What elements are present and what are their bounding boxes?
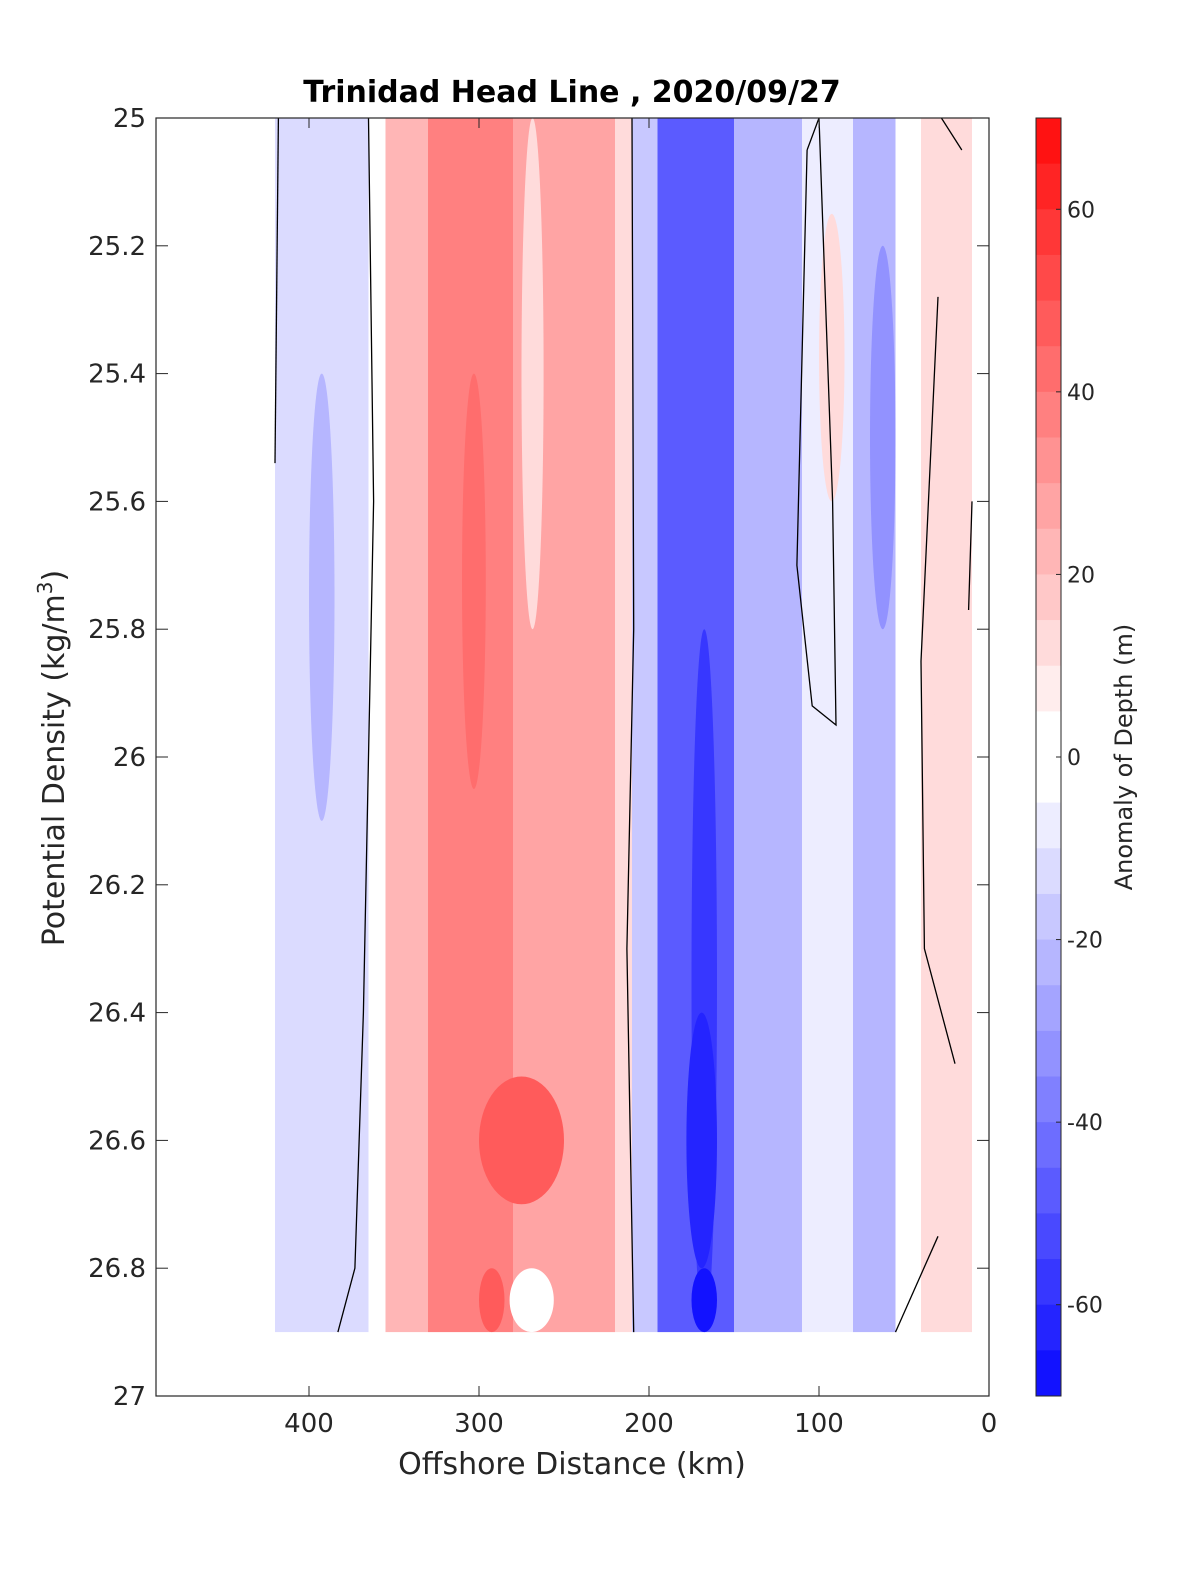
plot-area: 400 300 200 100 0 25 25.2 25.4 25.6 25.8 26 26.2 26…: [88, 104, 997, 1439]
colorbar-cell: [1036, 985, 1061, 1032]
anomaly-field: [275, 118, 972, 1333]
colorbar-cell: [1036, 346, 1061, 393]
colorbar-cells: [1036, 118, 1061, 1397]
y-axis-label-superscript: 3: [33, 581, 57, 594]
zero-contour-line: [967, 501, 973, 611]
colorbar-tick-label: 0: [1067, 746, 1081, 771]
y-axis-ticks: 25 25.2 25.4 25.6 25.8 26 26.2 26.4 26.6 26.8 27: [88, 104, 989, 1412]
zero-contours: [274, 117, 973, 1333]
y-tick-label: 26.2: [88, 871, 146, 901]
zero-contour-line: [940, 117, 963, 151]
colorbar-cell: [1036, 1304, 1061, 1351]
colorbar-label: Anomaly of Depth (m): [1110, 624, 1138, 891]
colorbar-cell: [1036, 300, 1061, 347]
anomaly-band: [632, 118, 658, 1333]
zero-contour-line: [337, 117, 375, 1333]
y-axis-label: Potential Density (kg/m3): [33, 570, 72, 946]
colorbar-cell: [1036, 665, 1061, 712]
y-tick-label: 25.6: [88, 487, 146, 517]
colorbar-tick-label: -40: [1067, 1111, 1103, 1136]
anomaly-patch: [934, 565, 964, 821]
colorbar-tick-label: 60: [1067, 198, 1095, 223]
colorbar: 60 40 20 0 -20 -40 -60 Anomaly of Depth (m): [1035, 117, 1138, 1397]
y-tick-label: 26.8: [88, 1254, 146, 1284]
colorbar-cell: [1036, 1213, 1061, 1260]
anomaly-patch: [309, 373, 335, 821]
y-tick-label: 26.4: [88, 999, 146, 1029]
colorbar-cell: [1036, 802, 1061, 849]
colorbar-cell: [1036, 1122, 1061, 1169]
colorbar-cell: [1036, 391, 1061, 438]
x-tick-label: 200: [624, 1409, 674, 1439]
y-tick-label: 25.2: [88, 232, 146, 262]
anomaly-patch: [686, 1012, 717, 1269]
anomaly-band: [555, 118, 615, 1333]
x-tick-label: 100: [794, 1409, 844, 1439]
anomaly-band: [615, 118, 632, 1333]
colorbar-cell: [1036, 711, 1061, 758]
zero-contour-line: [274, 117, 280, 464]
colorbar-cell: [1036, 757, 1061, 804]
y-tick-label: 26: [113, 743, 146, 773]
anomaly-patch: [509, 1268, 554, 1333]
anomaly-band: [895, 118, 921, 1333]
colorbar-tick-label: 20: [1067, 563, 1095, 588]
zero-contour-line: [894, 1236, 939, 1333]
colorbar-tick-label: -60: [1067, 1294, 1103, 1319]
colorbar-cell: [1036, 437, 1061, 484]
colorbar-cell: [1036, 848, 1061, 895]
colorbar-cell: [1036, 483, 1061, 530]
anomaly-patch: [870, 245, 896, 630]
anomaly-patch: [691, 1268, 717, 1333]
chart-title: Trinidad Head Line , 2020/09/27: [303, 75, 840, 110]
colorbar-cell: [1036, 939, 1061, 986]
anomaly-patch: [521, 118, 544, 630]
y-tick-label: 25: [113, 104, 146, 134]
x-tick-label: 0: [981, 1409, 998, 1439]
anomaly-patch: [462, 373, 486, 789]
colorbar-tick-label: -20: [1067, 929, 1103, 954]
y-tick-label: 26.6: [88, 1126, 146, 1156]
x-axis-ticks: 400 300 200 100 0: [284, 118, 997, 1439]
colorbar-tick-label: 40: [1067, 381, 1095, 406]
colorbar-cell: [1036, 209, 1061, 256]
zero-contour-line: [626, 117, 635, 1333]
colorbar-cell: [1036, 528, 1061, 575]
colorbar-cell: [1036, 254, 1061, 302]
x-tick-label: 400: [284, 1409, 334, 1439]
colorbar-cell: [1036, 574, 1061, 621]
y-axis-label-main: Potential Density (kg/m: [37, 594, 72, 946]
colorbar-cell: [1036, 1076, 1061, 1123]
y-tick-label: 25.8: [88, 615, 146, 645]
x-axis-label: Offshore Distance (km): [398, 1447, 746, 1482]
zero-contour-line: [920, 296, 956, 1064]
anomaly-patch: [819, 213, 845, 502]
colorbar-cell: [1036, 1259, 1061, 1306]
anomaly-patch: [479, 1268, 505, 1333]
colorbar-cell: [1036, 1167, 1061, 1214]
colorbar-cell: [1036, 118, 1061, 165]
anomaly-band: [734, 118, 802, 1333]
colorbar-cell: [1036, 1350, 1061, 1397]
colorbar-ticks: 60 40 20 0 -20 -40 -60: [1056, 198, 1103, 1319]
colorbar-cell: [1036, 1030, 1061, 1077]
anomaly-band: [385, 118, 428, 1333]
colorbar-cell: [1036, 893, 1061, 941]
colorbar-cell: [1036, 163, 1061, 210]
y-tick-label: 27: [113, 1382, 146, 1412]
colorbar-cell: [1036, 620, 1061, 667]
y-axis-label-close: ): [37, 570, 72, 582]
x-tick-label: 300: [454, 1409, 504, 1439]
anomaly-patch: [479, 1076, 564, 1205]
y-tick-label: 25.4: [88, 360, 146, 390]
